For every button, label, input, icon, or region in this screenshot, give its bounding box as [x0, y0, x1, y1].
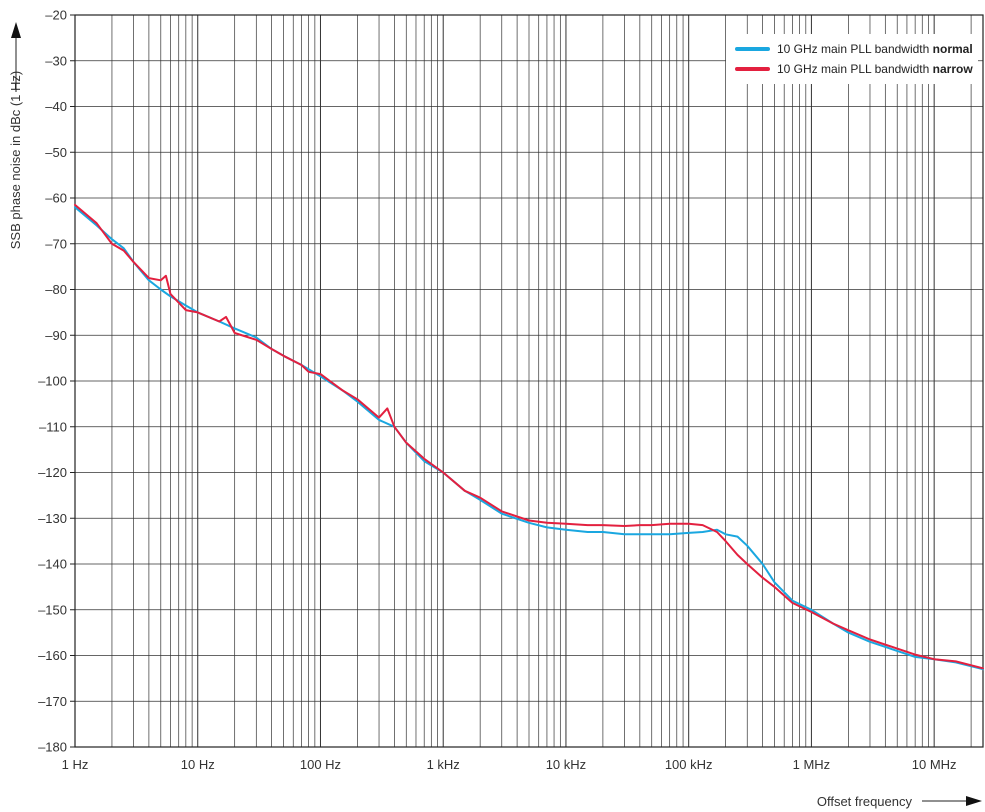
- y-tick-label: –30: [45, 53, 67, 68]
- y-tick-label: –150: [38, 602, 67, 617]
- legend-entry-text: 10 GHz main PLL bandwidth: [777, 42, 933, 56]
- y-tick-label: –160: [38, 648, 67, 663]
- x-tick-label: 1 Hz: [62, 757, 89, 772]
- y-axis-title-group: SSB phase noise in dBc (1 Hz): [8, 71, 23, 249]
- y-tick-label: –50: [45, 145, 67, 160]
- x-tick-labels: 1 Hz 10 Hz 100 Hz 1 kHz 10 kHz 100 kHz 1 MHz 10…: [62, 757, 957, 772]
- x-tick-label: 100 Hz: [300, 757, 341, 772]
- y-tick-label: –120: [38, 465, 67, 480]
- y-tick-label: –170: [38, 694, 67, 709]
- y-axis-arrow-head: [11, 22, 21, 38]
- x-tick-label: 10 MHz: [912, 757, 957, 772]
- x-axis-arrow-head: [966, 796, 982, 806]
- legend-entry-normal: 10 GHz main PLL bandwidth normal: [777, 42, 973, 56]
- y-tick-label: –90: [45, 328, 67, 343]
- x-tick-label: 100 kHz: [665, 757, 713, 772]
- y-tick-label: –180: [38, 740, 67, 755]
- series-lines: [74, 203, 984, 671]
- x-tick-label: 10 Hz: [181, 757, 215, 772]
- y-tick-label: –110: [39, 419, 67, 434]
- legend-entry-emphasis: normal: [933, 42, 973, 56]
- grid: [74, 14, 983, 748]
- series-line-narrow: [74, 203, 984, 670]
- y-tick-label: –130: [38, 511, 67, 526]
- legend-entry-emphasis: narrow: [933, 62, 974, 76]
- legend-entry-text: 10 GHz main PLL bandwidth: [777, 62, 933, 76]
- y-tick-label: –40: [45, 99, 67, 114]
- y-tick-label: –20: [45, 8, 67, 23]
- y-tick-label: –70: [45, 236, 67, 251]
- x-tick-label: 1 MHz: [793, 757, 831, 772]
- x-tick-label: 1 kHz: [427, 757, 460, 772]
- y-tick-label: –80: [45, 282, 67, 297]
- x-tick-label: 10 kHz: [546, 757, 586, 772]
- y-tick-label: –140: [38, 557, 67, 572]
- legend-background: [726, 34, 978, 84]
- y-axis-title: SSB phase noise in dBc (1 Hz): [8, 71, 23, 249]
- y-tick-label: –100: [38, 374, 67, 389]
- x-axis-title: Offset frequency: [817, 794, 913, 809]
- y-tick-labels: –20 –30 –40 –50 –60 –70 –80 –90 –100 –110 –120 –130…: [38, 8, 75, 755]
- legend-entry-narrow: 10 GHz main PLL bandwidth narrow: [777, 62, 973, 76]
- y-tick-label: –60: [45, 191, 67, 206]
